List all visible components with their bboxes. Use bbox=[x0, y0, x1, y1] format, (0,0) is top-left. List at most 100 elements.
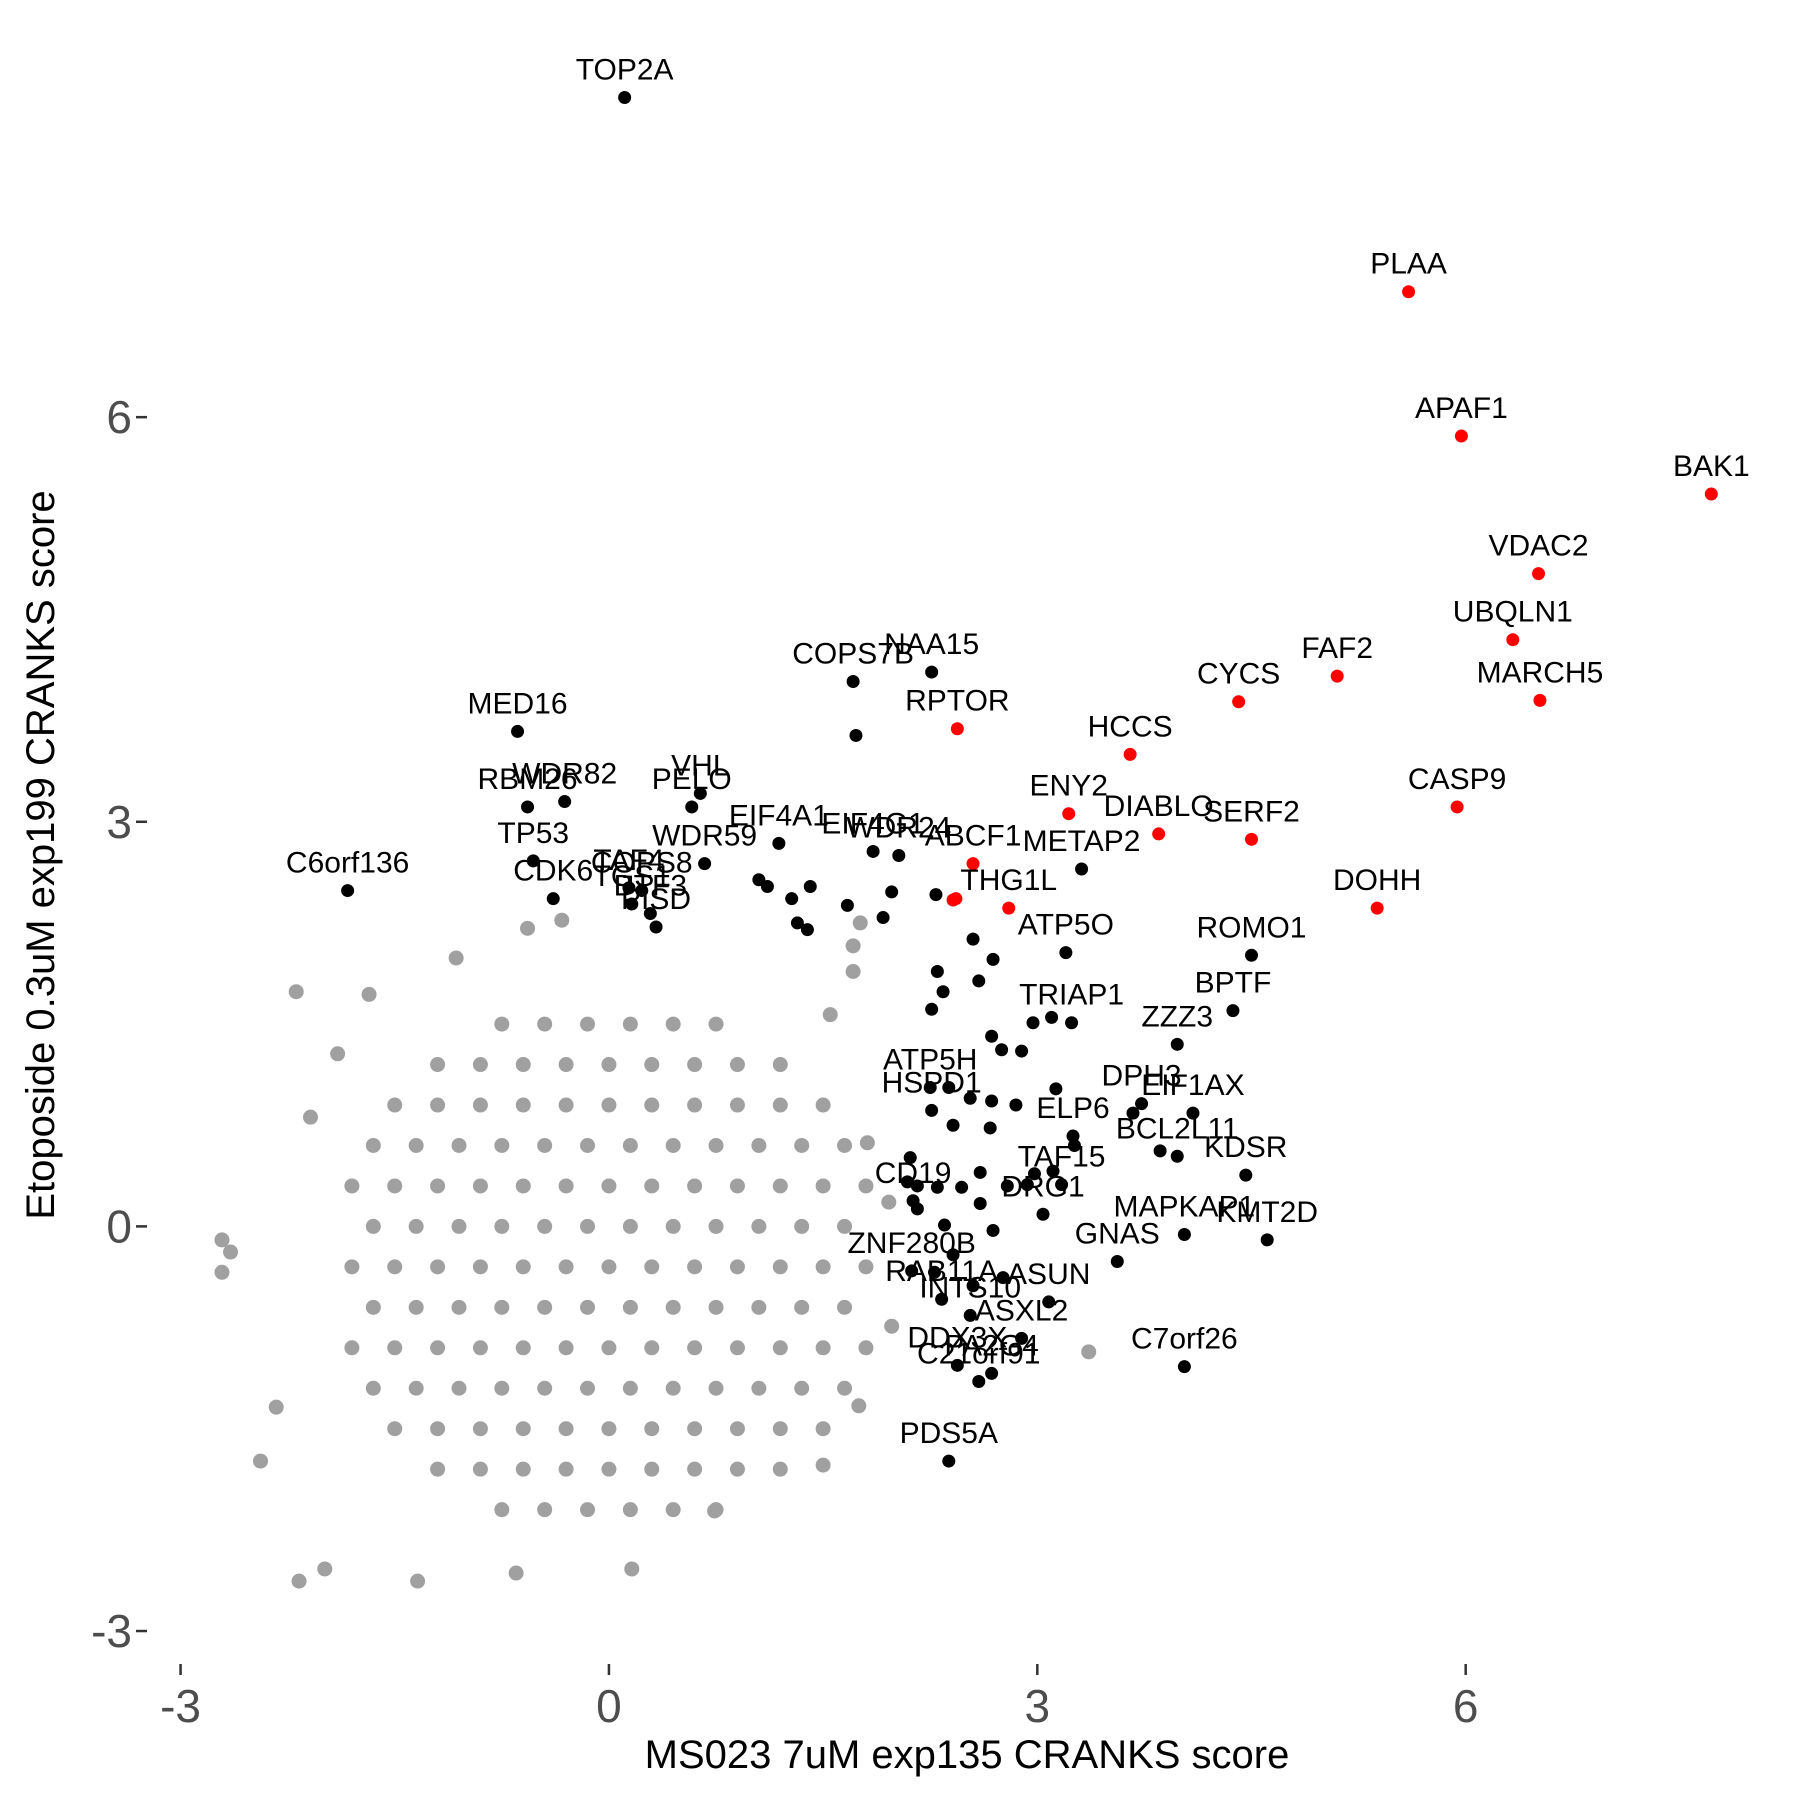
background-point bbox=[365, 1380, 381, 1396]
background-point bbox=[387, 1340, 403, 1356]
point-label: WDR82 bbox=[512, 758, 617, 791]
background-point bbox=[644, 1057, 660, 1073]
background-point bbox=[361, 986, 377, 1002]
background-point bbox=[729, 1259, 745, 1275]
highlight-point bbox=[966, 857, 980, 871]
point-label: TP53 bbox=[497, 817, 569, 850]
highlight-point bbox=[985, 1094, 999, 1108]
background-point bbox=[494, 1218, 510, 1234]
background-point bbox=[537, 1380, 553, 1396]
point-label: CD19 bbox=[875, 1157, 952, 1190]
background-point bbox=[815, 1178, 831, 1194]
highlight-point bbox=[925, 1002, 939, 1016]
point-label: HSPD1 bbox=[882, 1066, 982, 1099]
highlight-point bbox=[1177, 1360, 1191, 1374]
point-label: EIF1AX bbox=[1141, 1069, 1244, 1102]
point-label: THG1L bbox=[960, 864, 1057, 897]
highlight-point bbox=[1239, 1168, 1253, 1182]
highlight-point bbox=[925, 1103, 939, 1117]
background-point bbox=[815, 1457, 831, 1473]
point-label: ZNF280B bbox=[847, 1227, 975, 1260]
highlight-point bbox=[1260, 1233, 1274, 1247]
highlight-point bbox=[1370, 901, 1384, 915]
point-label: ABCF1 bbox=[925, 820, 1022, 853]
highlight-point bbox=[930, 1180, 944, 1194]
point-label: BCL2L11 bbox=[1116, 1112, 1239, 1145]
background-point bbox=[472, 1421, 488, 1437]
background-point bbox=[644, 1259, 660, 1275]
point-label: UBQLN1 bbox=[1453, 596, 1573, 629]
background-point bbox=[537, 1137, 553, 1153]
background-point bbox=[687, 1057, 703, 1073]
point-label: C6orf136 bbox=[286, 847, 409, 880]
highlight-point bbox=[1042, 1295, 1056, 1309]
background-point bbox=[408, 1380, 424, 1396]
background-point bbox=[430, 1097, 446, 1113]
background-point bbox=[472, 1178, 488, 1194]
highlight-point bbox=[942, 1080, 956, 1094]
background-point bbox=[558, 1057, 574, 1073]
highlight-point bbox=[936, 985, 950, 999]
background-point bbox=[624, 1561, 640, 1577]
highlight-point bbox=[1126, 1106, 1140, 1120]
background-point bbox=[845, 963, 861, 979]
background-point bbox=[537, 1218, 553, 1234]
highlight-point bbox=[760, 880, 774, 894]
highlight-point bbox=[1153, 1144, 1167, 1158]
y-tick-label: 0 bbox=[106, 1200, 132, 1252]
highlight-point bbox=[1046, 1164, 1060, 1178]
background-point bbox=[708, 1380, 724, 1396]
background-point bbox=[687, 1178, 703, 1194]
x-tick-label: 0 bbox=[596, 1680, 622, 1732]
point-label: DPH3 bbox=[1102, 1060, 1182, 1093]
background-point bbox=[644, 1461, 660, 1477]
background-point bbox=[845, 938, 861, 954]
background-point bbox=[214, 1264, 230, 1280]
background-point bbox=[687, 1259, 703, 1275]
background-point bbox=[601, 1421, 617, 1437]
background-point bbox=[387, 1421, 403, 1437]
highlight-point bbox=[900, 1175, 914, 1189]
point-label: ASXL2 bbox=[975, 1294, 1068, 1327]
background-point bbox=[665, 1016, 681, 1032]
point-label: MAPKAP1 bbox=[1114, 1190, 1256, 1223]
background-point bbox=[622, 1137, 638, 1153]
y-tick-label: 6 bbox=[106, 391, 132, 443]
background-point bbox=[537, 1016, 553, 1032]
background-point bbox=[851, 1398, 867, 1414]
point-label: C7orf26 bbox=[1131, 1323, 1238, 1356]
highlight-point bbox=[1152, 827, 1166, 841]
background-point bbox=[430, 1421, 446, 1437]
background-point bbox=[344, 1178, 360, 1194]
background-point bbox=[410, 1573, 426, 1589]
background-point bbox=[644, 1421, 660, 1437]
background-point bbox=[772, 1461, 788, 1477]
background-point bbox=[472, 1461, 488, 1477]
point-label: CDK6 bbox=[513, 855, 593, 888]
background-point bbox=[330, 1046, 346, 1062]
point-label: GNAS bbox=[1075, 1217, 1160, 1250]
background-point bbox=[837, 1137, 853, 1153]
point-label: VHL bbox=[671, 749, 729, 782]
background-point bbox=[515, 1259, 531, 1275]
background-point bbox=[687, 1340, 703, 1356]
x-tick-label: 6 bbox=[1453, 1680, 1479, 1732]
highlight-point bbox=[923, 1080, 937, 1094]
highlight-point bbox=[985, 1029, 999, 1043]
highlight-point bbox=[1186, 1106, 1200, 1120]
highlight-point bbox=[1245, 832, 1259, 846]
background-point bbox=[520, 920, 536, 936]
highlight-point bbox=[698, 857, 712, 871]
background-point bbox=[558, 1178, 574, 1194]
background-point bbox=[729, 1178, 745, 1194]
background-point bbox=[537, 1299, 553, 1315]
background-point bbox=[558, 1097, 574, 1113]
background-point bbox=[344, 1259, 360, 1275]
background-point bbox=[707, 1503, 723, 1519]
background-point bbox=[622, 1218, 638, 1234]
background-point bbox=[772, 1057, 788, 1073]
background-point bbox=[601, 1057, 617, 1073]
highlight-point bbox=[946, 1248, 960, 1262]
background-point bbox=[601, 1178, 617, 1194]
highlight-point bbox=[1055, 1178, 1069, 1192]
